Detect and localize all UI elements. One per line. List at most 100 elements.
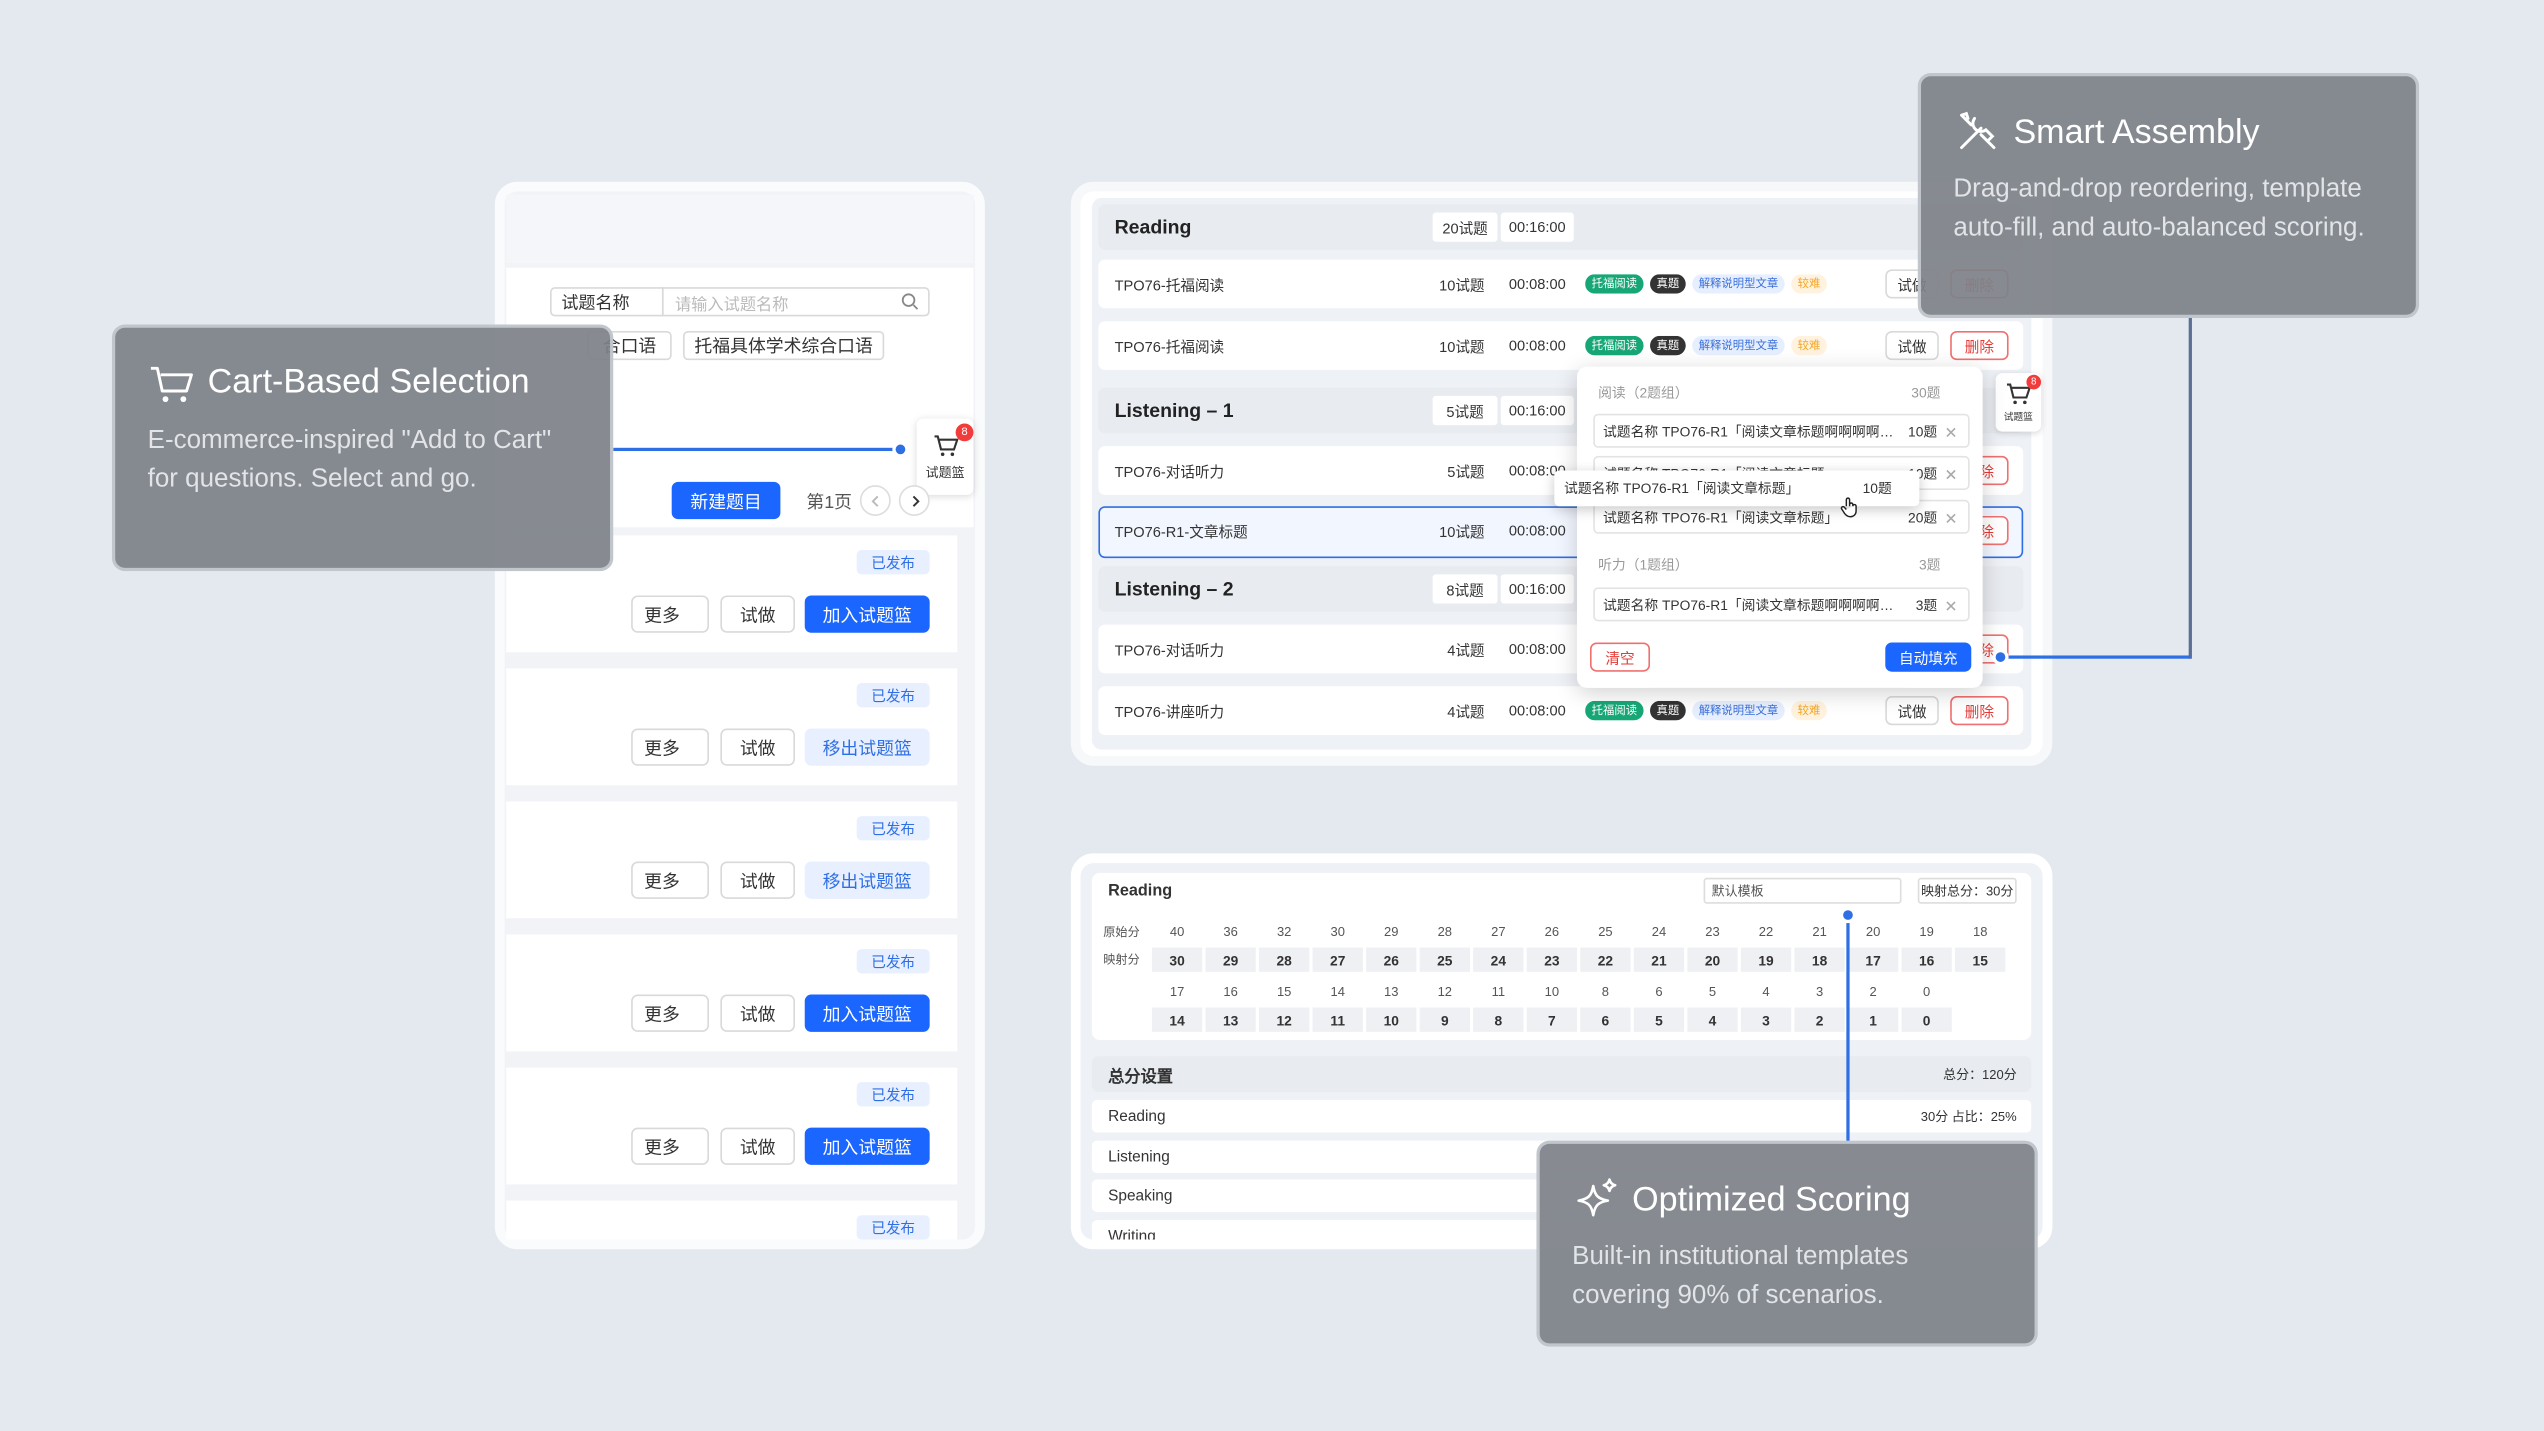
raw-score: 30 (1330, 923, 1345, 939)
search-icon (900, 290, 923, 313)
mapped-score: 25 (1419, 947, 1470, 972)
remove-icon[interactable] (1945, 467, 1958, 480)
row-time: 00:08:00 (1508, 522, 1566, 539)
filter-tag[interactable]: 托福具体学术综合口语 (683, 330, 885, 361)
mapped-score: 18 (1794, 947, 1845, 972)
dragging-count: 10题 (1862, 480, 1892, 497)
connector-line (2188, 318, 2192, 659)
mapped-score: 3 (1740, 1007, 1792, 1032)
search-input[interactable]: 请输入试题名称 (661, 287, 930, 317)
row-delete-button[interactable]: 删除 (1950, 330, 2009, 361)
cart-label: 试题篮 (925, 464, 965, 480)
clear-button[interactable]: 清空 (1590, 642, 1651, 672)
row-count: 10试题 (1439, 338, 1485, 355)
row-delete-button[interactable]: 删除 (1950, 696, 2009, 726)
row-tags: 托福阅读真题解释说明型文章较难 (1585, 700, 1877, 721)
mapped-score: 26 (1366, 947, 1417, 972)
new-button[interactable]: 新建题目 (671, 481, 781, 520)
template-select[interactable]: 默认模板 (1703, 877, 1902, 904)
mapped-score: 12 (1259, 1007, 1310, 1032)
cart-action-button[interactable]: 加入试题篮 (804, 595, 930, 633)
prev-page[interactable] (859, 485, 891, 516)
row-try-button[interactable]: 试做 (1885, 696, 1939, 726)
row-tag: 托福阅读 (1585, 700, 1644, 721)
row-tag: 真题 (1650, 335, 1686, 356)
dragging-name: 试题名称 TPO76-R1「阅读文章标题」 (1564, 480, 1800, 497)
mapped-score: 14 (1151, 1007, 1203, 1032)
connector-dot (892, 441, 909, 458)
cart-action-button[interactable]: 移出试题篮 (804, 728, 930, 766)
connector-line (613, 447, 901, 452)
mapped-score: 28 (1259, 947, 1310, 972)
row-tags: 托福阅读真题解释说明型文章较难 (1585, 335, 1877, 356)
basket-item-name: 试题名称 TPO76-R1「阅读文章标题啊啊啊啊… (1602, 596, 1894, 613)
row-count: 10试题 (1439, 523, 1485, 540)
remove-icon[interactable] (1945, 599, 1958, 612)
group-title: 阅读（2题组） (1598, 384, 1689, 401)
total-title: 总分设置 (1108, 1068, 1174, 1087)
try-button[interactable]: 试做 (720, 728, 796, 766)
raw-score: 11 (1491, 984, 1506, 999)
raw-score: 15 (1276, 984, 1292, 999)
remove-icon[interactable] (1945, 425, 1958, 438)
raw-score: 27 (1491, 923, 1506, 939)
autofill-button[interactable]: 自动填充 (1885, 642, 1972, 672)
mapped-score: 23 (1526, 947, 1578, 972)
raw-score: 40 (1169, 923, 1185, 939)
basket-item (1593, 587, 1970, 622)
more-button[interactable]: 更多 (631, 595, 710, 633)
row-tags: 托福阅读真题解释说明型文章较难 (1585, 274, 1877, 294)
try-button[interactable]: 试做 (720, 861, 796, 899)
try-button[interactable]: 试做 (720, 994, 796, 1032)
cart-action-button[interactable]: 加入试题篮 (804, 1127, 930, 1165)
row-tag: 托福阅读 (1585, 274, 1644, 294)
row-name: TPO76-托福阅读 (1114, 276, 1225, 293)
row-time: 00:08:00 (1508, 640, 1566, 658)
search-field[interactable]: 试题名称 (550, 287, 664, 317)
cart-action-button[interactable]: 移出试题篮 (804, 861, 930, 899)
basket-item-name: 试题名称 TPO76-R1「阅读文章标题」 (1602, 508, 1839, 525)
mapped-score: 29 (1205, 947, 1256, 972)
row-name: TPO76-对话听力 (1114, 463, 1225, 480)
row-time: 00:08:00 (1508, 337, 1566, 354)
row-time: 00:08:00 (1508, 462, 1566, 479)
mapped-score: 0 (1901, 1007, 1952, 1032)
total-row-name: Listening (1108, 1147, 1170, 1166)
more-button[interactable]: 更多 (631, 1127, 710, 1165)
row-tag: 较难 (1791, 274, 1827, 294)
raw-score: 32 (1276, 923, 1292, 939)
row-count: 4试题 (1447, 641, 1485, 658)
total-score: 总分：120分 (1943, 1066, 2017, 1082)
more-button[interactable]: 更多 (631, 994, 710, 1032)
row-tag: 解释说明型文章 (1692, 335, 1785, 356)
row-tag: 解释说明型文章 (1692, 274, 1785, 294)
raw-score: 0 (1923, 984, 1931, 999)
more-button[interactable]: 更多 (631, 861, 710, 899)
raw-score: 8 (1601, 984, 1610, 999)
cart-icon (150, 366, 193, 403)
section-title: Listening – 2 (1114, 577, 1234, 601)
connector-dot (1992, 648, 2009, 666)
section-time: 00:16:00 (1500, 395, 1574, 426)
try-button[interactable]: 试做 (720, 595, 796, 633)
row-name: TPO76-对话听力 (1114, 641, 1225, 658)
row-tag: 真题 (1650, 700, 1686, 721)
row-try-button[interactable]: 试做 (1885, 330, 1939, 361)
basket-item-count: 20题 (1908, 508, 1938, 525)
row-tag: 较难 (1791, 335, 1827, 356)
total-header (1091, 1056, 2032, 1092)
row-time: 00:08:00 (1508, 275, 1566, 293)
raw-score: 22 (1758, 923, 1774, 939)
dragging-item (1554, 470, 1920, 507)
mapped-score: 1 (1847, 1007, 1899, 1032)
remove-icon[interactable] (1945, 511, 1958, 524)
mapped-score: 30 (1151, 947, 1203, 972)
more-button[interactable]: 更多 (631, 728, 710, 766)
mapped-score: 8 (1473, 1007, 1524, 1032)
try-button[interactable]: 试做 (720, 1127, 796, 1165)
next-page[interactable] (898, 485, 930, 516)
cart-action-button[interactable]: 加入试题篮 (804, 994, 930, 1032)
sparkle-icon (1577, 1178, 1617, 1217)
